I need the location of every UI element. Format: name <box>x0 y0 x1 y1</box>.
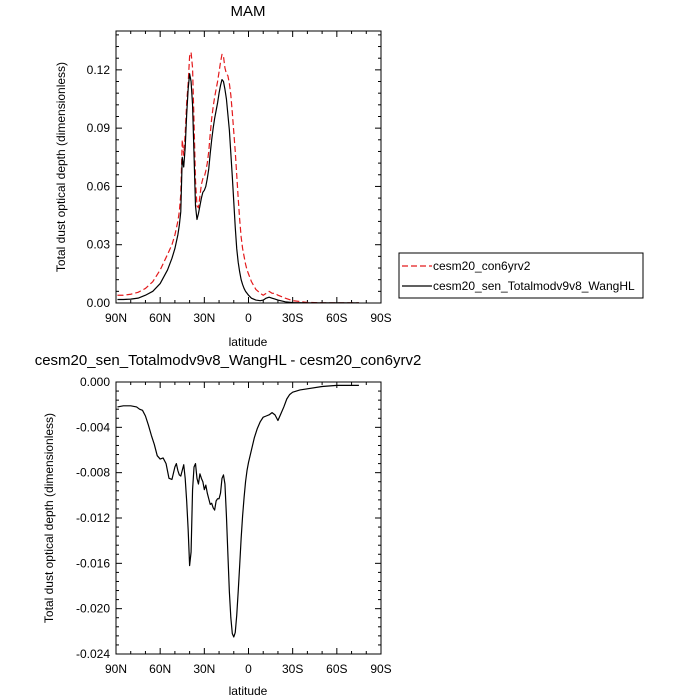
top-series-line-1 <box>117 73 359 304</box>
bottom-y-axis-label: Total dust optical depth (dimensionless) <box>42 413 56 623</box>
top-y-axis-label: Total dust optical depth (dimensionless) <box>54 62 68 272</box>
top-series-line-0 <box>117 51 359 304</box>
bottom-y-tick-label: -0.024 <box>76 647 110 661</box>
top-axis-ticks: 90N 60N 30N 0 30S 60S 90S 0.00 0.03 0.06 0.09 0.12 <box>87 31 392 325</box>
top-x-tick-label: 90S <box>370 311 391 325</box>
top-x-tick-label: 60S <box>326 311 347 325</box>
top-y-tick-label: 0.09 <box>87 121 111 135</box>
bottom-y-tick-label: 0.000 <box>80 375 110 389</box>
bottom-y-tick-label: -0.016 <box>76 556 110 570</box>
bottom-y-tick-label: -0.004 <box>76 420 110 434</box>
top-y-tick-label: 0.12 <box>87 63 111 77</box>
top-x-tick-label: 60N <box>149 311 171 325</box>
top-panel: MAM 90N 60N 30N 0 30S 60S 90S 0.00 0.03 0.06 0.09 0… <box>54 3 392 349</box>
top-y-tick-label: 0.06 <box>87 179 111 193</box>
legend: cesm20_con6yrv2 cesm20_sen_Totalmodv9v8_… <box>398 252 644 299</box>
bottom-chart-title: cesm20_sen_Totalmodv9v8_WangHL - cesm20_… <box>35 352 422 369</box>
legend-label-sen: cesm20_sen_Totalmodv9v8_WangHL <box>433 279 635 293</box>
bottom-x-tick-label: 90N <box>105 662 127 676</box>
top-x-tick-label: 0 <box>245 311 252 325</box>
bottom-x-tick-label: 60S <box>326 662 347 676</box>
bottom-series-lines <box>117 384 359 638</box>
top-x-axis-label: latitude <box>229 335 268 349</box>
bottom-series-line-0 <box>117 384 359 638</box>
top-y-tick-label: 0.03 <box>87 238 111 252</box>
bottom-x-tick-label: 90S <box>370 662 391 676</box>
top-y-tick-label: 0.00 <box>87 296 111 310</box>
legend-label-con6yrv2: cesm20_con6yrv2 <box>433 259 531 273</box>
bottom-x-tick-label: 30N <box>193 662 215 676</box>
top-x-tick-label: 90N <box>105 311 127 325</box>
bottom-x-tick-label: 30S <box>282 662 303 676</box>
bottom-y-tick-label: -0.012 <box>76 511 110 525</box>
bottom-panel: cesm20_sen_Totalmodv9v8_WangHL - cesm20_… <box>35 352 422 698</box>
bottom-x-tick-label: 60N <box>149 662 171 676</box>
legend-box <box>398 252 644 299</box>
top-series-lines <box>117 51 359 304</box>
bottom-y-tick-label: -0.008 <box>76 466 110 480</box>
bottom-plot-frame <box>115 381 382 655</box>
bottom-axis-ticks: 90N 60N 30N 0 30S 60S 90S 0.000 -0.004 -0.008 -0.0… <box>76 375 392 676</box>
top-plot-frame <box>115 30 382 304</box>
top-x-tick-label: 30S <box>282 311 303 325</box>
top-x-tick-label: 30N <box>193 311 215 325</box>
bottom-y-tick-label: -0.020 <box>76 602 110 616</box>
top-chart-title: MAM <box>231 3 266 20</box>
bottom-x-axis-label: latitude <box>229 684 268 698</box>
bottom-x-tick-label: 0 <box>245 662 252 676</box>
